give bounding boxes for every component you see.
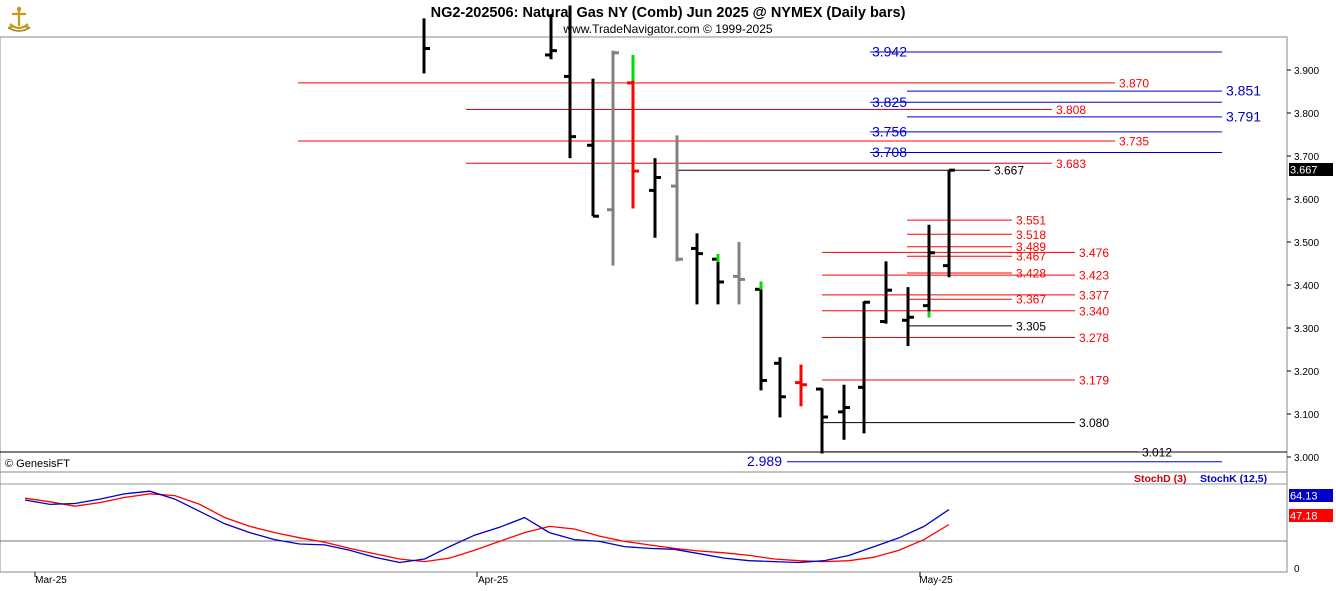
ohlc-bar — [795, 364, 807, 407]
price-level-label: 3.756 — [872, 123, 907, 139]
stoch-k-tag: 64.13 — [1289, 489, 1333, 503]
price-tick-label: 3.700 — [1294, 152, 1319, 163]
price-level-label: 3.808 — [1056, 103, 1086, 117]
ohlc-bar — [880, 261, 892, 324]
price-level-label: 2.989 — [747, 453, 782, 469]
last-price-tag: 3.667 — [1289, 163, 1333, 177]
ohlc-bar — [858, 300, 870, 434]
price-level-label: 3.825 — [872, 94, 907, 110]
ohlc-bar — [587, 78, 599, 218]
price-level-label: 3.340 — [1079, 304, 1109, 318]
price-level-label: 3.942 — [872, 43, 907, 59]
ohlc-bar — [923, 224, 935, 318]
price-tick-label: 3.300 — [1294, 324, 1319, 335]
price-level-label: 3.377 — [1079, 288, 1109, 302]
ohlc-bar — [943, 168, 955, 278]
ohlc-bar — [545, 14, 557, 60]
stoch-panel-frame — [0, 471, 1288, 573]
price-level-label: 3.467 — [1016, 250, 1046, 264]
price-levels: 3.942 3.870 3.851 3.825 3.808 3.791 3.756 3.735… — [298, 43, 1261, 469]
tradenavigator-logo-icon — [4, 4, 34, 34]
ohlc-bar — [422, 18, 430, 74]
price-level-label: 3.080 — [1079, 416, 1109, 430]
price-level-label: 3.870 — [1119, 76, 1149, 90]
svg-text:47.18: 47.18 — [1290, 511, 1318, 523]
ohlc-bar — [671, 135, 683, 262]
price-axis-ticks: 3.900 3.800 3.700 3.600 3.500 3.400 3.300 3.200… — [1287, 66, 1319, 464]
price-tick-label: 3.100 — [1294, 410, 1319, 421]
stochastic-lines — [24, 490, 950, 564]
ohlc-bar — [755, 281, 767, 391]
price-level-label: 3.791 — [1226, 108, 1261, 124]
ohlc-bar — [649, 158, 661, 238]
price-level-label: 3.518 — [1016, 228, 1046, 242]
ohlc-bar — [733, 242, 745, 305]
price-tick-label: 3.400 — [1294, 281, 1319, 292]
ohlc-bar — [902, 287, 914, 347]
price-level-label: 3.683 — [1056, 157, 1086, 171]
ohlc-bars — [422, 5, 955, 454]
price-tick-label: 3.800 — [1294, 109, 1319, 120]
ohlc-bar — [564, 5, 576, 159]
ohlc-bar — [774, 357, 786, 418]
svg-text:64.13: 64.13 — [1290, 491, 1318, 503]
price-tick-label: 3.600 — [1294, 195, 1319, 206]
price-level-label: 3.428 — [1016, 266, 1046, 280]
ohlc-bar — [712, 254, 724, 305]
stoch-d-line — [24, 493, 950, 563]
price-level-label: 3.012 — [1142, 445, 1172, 459]
price-level-label: 3.489 — [1016, 240, 1046, 254]
stoch-k-legend: StochK (12,5) — [1200, 473, 1267, 485]
price-tick-label: 3.900 — [1294, 66, 1319, 77]
stoch-k-line — [24, 490, 950, 564]
date-axis: Mar-25 Apr-25 May-25 — [34, 572, 953, 586]
chart-title: NG2-202506: Natural Gas NY (Comb) Jun 20… — [431, 5, 906, 21]
price-level-label: 3.278 — [1079, 331, 1109, 345]
stoch-d-legend: StochD (3) — [1134, 473, 1187, 485]
price-level-label: 3.367 — [1016, 293, 1046, 307]
ohlc-bar — [627, 54, 639, 209]
date-tick-label: Mar-25 — [35, 575, 67, 586]
price-level-label: 3.179 — [1079, 374, 1109, 388]
price-level-label: 3.305 — [1016, 319, 1046, 333]
price-tick-label: 3.500 — [1294, 238, 1319, 249]
ohlc-bar — [838, 384, 850, 440]
price-tick-label: 3.000 — [1294, 453, 1319, 464]
ohlc-bar — [607, 50, 619, 266]
chart-subtitle: www.TradeNavigator.com © 1999-2025 — [562, 22, 772, 36]
date-tick-label: May-25 — [919, 575, 953, 586]
price-level-label: 3.423 — [1079, 269, 1109, 283]
ohlc-bar — [691, 233, 703, 305]
price-level-label: 3.735 — [1119, 134, 1149, 148]
price-level-label: 3.851 — [1226, 83, 1261, 99]
svg-text:3.667: 3.667 — [1290, 165, 1318, 177]
date-tick-label: Apr-25 — [478, 575, 508, 586]
stoch-axis-zero: 0 — [1294, 564, 1300, 575]
price-tick-label: 3.200 — [1294, 367, 1319, 378]
price-level-label: 3.708 — [872, 144, 907, 160]
copyright-label: © GenesisFT — [5, 458, 70, 470]
stoch-d-tag: 47.18 — [1289, 509, 1333, 523]
price-level-label: 3.476 — [1079, 246, 1109, 260]
ohlc-bar — [816, 387, 828, 454]
price-level-label: 3.551 — [1016, 214, 1046, 228]
price-level-label: 3.667 — [994, 164, 1024, 178]
